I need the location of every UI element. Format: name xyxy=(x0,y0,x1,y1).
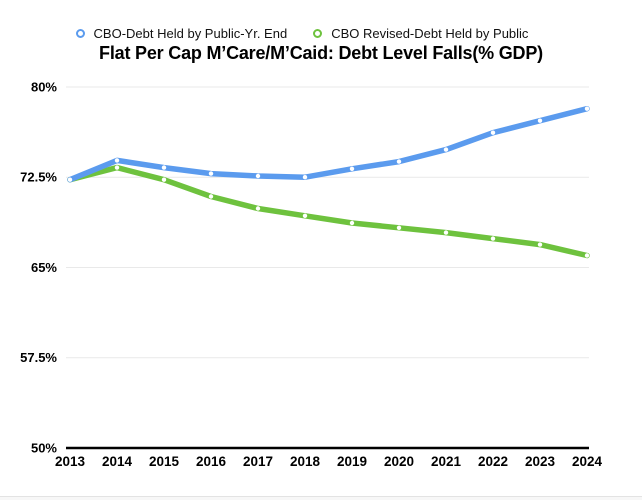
data-point-marker xyxy=(161,165,167,170)
x-axis-tick-label: 2022 xyxy=(478,454,508,469)
data-point-marker xyxy=(161,177,167,182)
chart-title: Flat Per Cap M’Care/M’Caid: Debt Level F… xyxy=(99,43,543,63)
y-axis-tick-label: 65% xyxy=(31,260,57,275)
x-axis-tick-label: 2016 xyxy=(196,454,227,469)
data-point-marker xyxy=(584,106,590,111)
data-point-marker xyxy=(537,118,543,123)
data-point-marker xyxy=(537,242,543,247)
data-point-marker xyxy=(443,147,449,152)
series-open-circle-icon xyxy=(75,29,85,38)
x-axis-tick-label: 2019 xyxy=(337,454,367,469)
y-axis-tick-label: 72.5% xyxy=(20,170,57,185)
series-line-1 xyxy=(67,164,590,259)
x-axis-tick-label: 2015 xyxy=(149,454,180,469)
chart-legend: CBO-Debt Held by Public-Yr. End CBO Revi… xyxy=(0,26,642,41)
x-axis-tick-label: 2013 xyxy=(55,454,86,469)
legend-label: CBO-Debt Held by Public-Yr. End xyxy=(93,26,288,41)
data-point-marker xyxy=(349,220,355,226)
data-point-marker xyxy=(114,165,120,170)
legend-item-cbo-revised: CBO Revised-Debt Held by Public xyxy=(313,26,528,41)
data-point-marker xyxy=(255,173,261,179)
x-axis-tick-label: 2023 xyxy=(525,454,556,469)
y-axis-tick-label: 80% xyxy=(31,80,57,95)
x-axis-tick-label: 2018 xyxy=(290,454,321,469)
data-point-marker xyxy=(396,159,402,164)
series-open-circle-icon xyxy=(313,29,323,38)
data-point-marker xyxy=(255,206,261,211)
legend-label: CBO Revised-Debt Held by Public xyxy=(331,26,529,41)
data-point-marker xyxy=(490,236,496,241)
data-point-marker xyxy=(584,253,590,258)
data-point-marker xyxy=(208,171,214,176)
x-axis-tick-label: 2021 xyxy=(431,454,462,469)
y-axis-tick-label: 50% xyxy=(31,440,57,455)
series-line-0 xyxy=(67,105,590,183)
data-point-marker xyxy=(67,177,73,182)
data-point-marker xyxy=(208,194,214,199)
page-bottom-edge xyxy=(0,496,642,500)
data-point-marker xyxy=(396,225,402,230)
legend-item-cbo-baseline: CBO-Debt Held by Public-Yr. End xyxy=(75,26,288,41)
data-point-marker xyxy=(302,213,308,218)
x-axis-tick-label: 2014 xyxy=(102,454,133,469)
data-point-marker xyxy=(490,130,496,135)
y-axis-tick-label: 57.5% xyxy=(20,350,57,365)
data-point-marker xyxy=(443,230,449,235)
x-axis-tick-label: 2024 xyxy=(572,454,603,469)
x-axis-tick-label: 2020 xyxy=(384,454,414,469)
data-point-marker xyxy=(114,158,120,163)
data-point-marker xyxy=(302,175,308,180)
data-point-marker xyxy=(349,166,355,171)
x-axis-tick-label: 2017 xyxy=(243,454,273,469)
